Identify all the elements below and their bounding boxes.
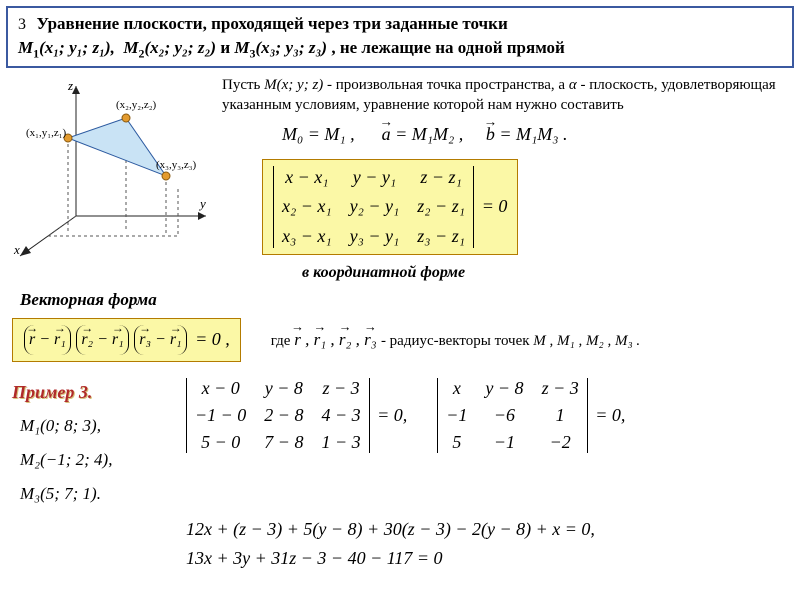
example-label: Пример 3. <box>12 382 176 403</box>
header-title-2: , не лежащие на одной прямой <box>331 38 565 57</box>
axes-diagram: z y x (x₁,y₁,z₁) (x₂,y₂,z₂) (x₃,y₃,z₃) <box>6 76 216 266</box>
where-text: где r , r₁ , r₂ , r₃ - радиус-векторы то… <box>271 330 640 350</box>
coord-determinant: x − x₁y − y₁z − z₁ x₂ − x₁y₂ − y₁z₂ − z₁… <box>273 166 474 248</box>
svg-text:z: z <box>67 78 73 93</box>
final-expression: 13x + 3y + 31z − 3 − 40 − 117 = 0 <box>186 548 794 569</box>
expanded-expression: 12x + (z − 3) + 5(y − 8) + 30(z − 3) − 2… <box>186 519 794 540</box>
svg-text:x: x <box>13 242 20 257</box>
coord-form-caption: в координатной форме <box>302 263 794 284</box>
header-number: 3 <box>18 16 26 33</box>
vector-form-box: r − r₁ r₂ − r₁ r₃ − r₁ = 0 , <box>12 318 241 362</box>
row-diagram-text: z y x (x₁,y₁,z₁) (x₂,y₂,z₂) (x₃,y₃,z₃) П… <box>6 76 794 283</box>
header-m3: M3(x₃; y₃; z₃) <box>234 38 331 57</box>
example-points: M₁(0; 8; 3), M₂(−1; 2; 4), M₃(5; 7; 1). <box>20 409 176 511</box>
vector-form-title: Векторная форма <box>20 290 794 310</box>
example-row: Пример 3. M₁(0; 8; 3), M₂(−1; 2; 4), M₃(… <box>6 372 794 511</box>
vector-form-row: r − r₁ r₂ − r₁ r₃ − r₁ = 0 , где r , r₁ … <box>6 314 794 366</box>
vector-definitions: M₀ = M₁ , a = M₁M₂ , b = M₁M₃ . <box>282 123 794 146</box>
header-box: 3 Уравнение плоскости, проходящей через … <box>6 6 794 68</box>
coord-determinant-box: x − x₁y − y₁z − z₁ x₂ − x₁y₂ − y₁z₂ − z₁… <box>262 159 518 255</box>
header-title-1: Уравнение плоскости, проходящей через тр… <box>37 14 508 33</box>
example-determinants: x − 0y − 8z − 3 −1 − 02 − 84 − 3 5 − 07 … <box>176 372 625 453</box>
let-block: Пусть M(x; y; z) - произвольная точка пр… <box>216 76 794 283</box>
svg-text:(x₂,y₂,z₂): (x₂,y₂,z₂) <box>116 99 157 111</box>
header-m1: M1(x₁; y₁; z₁), M2(x₂; y₂; z₂) <box>18 38 220 57</box>
svg-text:y: y <box>198 196 206 211</box>
svg-text:(x₁,y₁,z₁): (x₁,y₁,z₁) <box>26 127 67 139</box>
svg-text:(x₃,y₃,z₃): (x₃,y₃,z₃) <box>156 159 197 171</box>
header-and: и <box>220 38 234 57</box>
